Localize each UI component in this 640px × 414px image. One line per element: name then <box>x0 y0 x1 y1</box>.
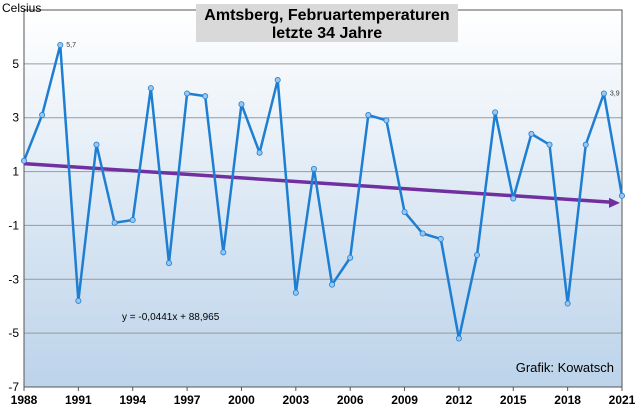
plot-area <box>24 10 622 387</box>
trendline-group <box>23 161 620 208</box>
data-point <box>419 230 426 237</box>
y-tick-label: 5 <box>12 57 19 71</box>
y-tick-label: -7 <box>8 380 19 394</box>
data-point <box>492 109 499 116</box>
trendline <box>23 161 615 205</box>
data-point <box>57 42 64 49</box>
data-point <box>455 335 462 342</box>
title-background <box>196 4 458 42</box>
y-tick-label: -5 <box>8 326 19 340</box>
x-tick-label: 2021 <box>609 393 636 407</box>
data-point <box>383 117 390 124</box>
data-point <box>564 300 571 307</box>
data-point <box>184 90 191 97</box>
data-point <box>202 93 209 100</box>
data-point <box>437 235 444 242</box>
chart-title: Amtsberg, Februartemperaturen <box>204 7 449 24</box>
credit-label: Grafik: Kowatsch <box>516 360 614 375</box>
data-point <box>292 289 299 296</box>
x-tick-label: 2018 <box>554 393 581 407</box>
series-group <box>20 42 626 342</box>
data-point <box>129 217 136 224</box>
x-tick-label: 1994 <box>119 393 146 407</box>
data-point <box>238 101 245 108</box>
y-tick-label: -1 <box>8 218 19 232</box>
data-point <box>528 130 535 137</box>
y-tick-label: -3 <box>8 272 19 286</box>
x-tick-label: 2003 <box>282 393 309 407</box>
data-point <box>256 149 263 156</box>
data-point <box>39 112 46 119</box>
data-point <box>165 260 172 267</box>
x-tick-label: 2012 <box>446 393 473 407</box>
x-axis: 1988 1991 1994 1997 2000 2003 2006 2009 2012 2015… <box>11 387 636 407</box>
x-tick-label: 2009 <box>391 393 418 407</box>
x-tick-label: 1991 <box>65 393 92 407</box>
data-point <box>310 165 317 172</box>
x-tick-label: 2015 <box>500 393 527 407</box>
data-point <box>401 208 408 215</box>
data-point <box>582 141 589 148</box>
x-tick-label: 2006 <box>337 393 364 407</box>
data-point <box>347 254 354 261</box>
data-labels: 5,7 3,9 <box>66 42 619 97</box>
x-tick-label: 2000 <box>228 393 255 407</box>
data-point <box>75 297 82 304</box>
y-tick-label: 1 <box>12 165 19 179</box>
data-point <box>600 90 607 97</box>
data-point <box>220 249 227 256</box>
data-point <box>93 141 100 148</box>
chart-title-box: Amtsberg, Februartemperaturen letzte 34 … <box>196 4 458 42</box>
data-point <box>619 192 626 199</box>
y-axis-title: Celsius <box>2 1 41 15</box>
data-point <box>147 85 154 92</box>
series-line <box>22 43 624 340</box>
y-tick-label: 3 <box>12 111 19 125</box>
data-point <box>111 219 118 226</box>
data-point <box>510 195 517 202</box>
trend-equation: y = -0,0441x + 88,965 <box>122 312 220 323</box>
x-tick-label: 1997 <box>174 393 201 407</box>
x-tick-label: 1988 <box>11 393 38 407</box>
data-point <box>546 141 553 148</box>
data-label: 5,7 <box>66 42 76 49</box>
data-point <box>274 77 281 84</box>
data-point <box>474 252 481 259</box>
trendline-arrowhead <box>609 197 620 208</box>
data-label: 3,9 <box>610 90 620 97</box>
data-point <box>365 112 372 119</box>
y-axis: -7 -5 -3 -1 1 3 5 <box>8 57 19 394</box>
chart-subtitle: letzte 34 Jahre <box>272 25 382 42</box>
data-point <box>20 157 27 164</box>
data-point <box>329 281 336 288</box>
